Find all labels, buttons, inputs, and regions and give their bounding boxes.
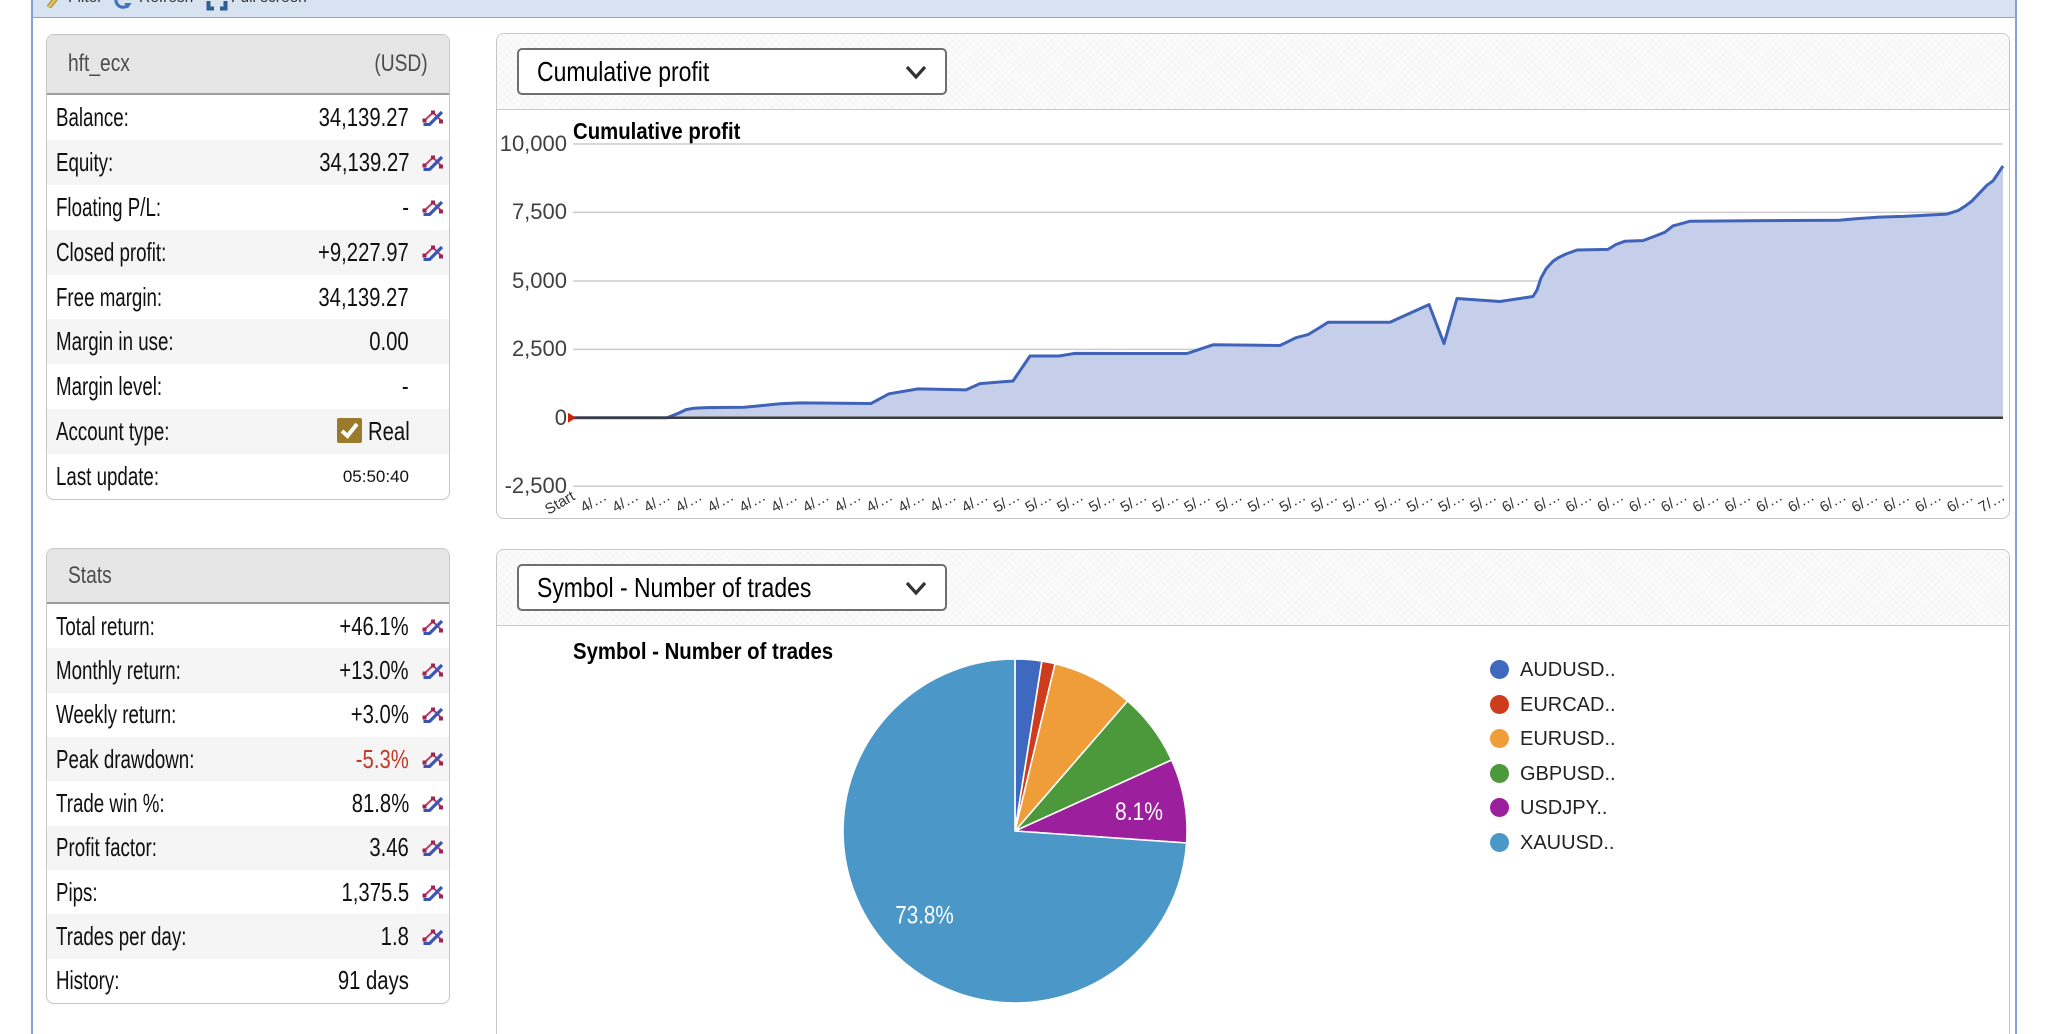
svg-text:4/…: 4/… [832,488,864,516]
svg-text:7/…: 7/… [1976,488,2008,516]
svg-text:8.1%: 8.1% [1115,798,1163,826]
svg-text:4/…: 4/… [800,488,832,516]
svg-text:4/…: 4/… [705,488,737,516]
svg-text:5/…: 5/… [1372,488,1404,516]
svg-text:73.8%: 73.8% [895,902,954,930]
svg-text:6/…: 6/… [1817,488,1849,516]
svg-text:6/…: 6/… [1944,488,1976,516]
svg-text:4/…: 4/… [577,488,609,516]
svg-text:6/…: 6/… [1690,488,1722,516]
svg-text:4/…: 4/… [927,488,959,516]
svg-text:5/…: 5/… [1467,488,1499,516]
svg-text:6/…: 6/… [1849,488,1881,516]
svg-text:5/…: 5/… [1086,488,1118,516]
svg-text:5/…: 5/… [1308,488,1340,516]
svg-text:4/…: 4/… [609,488,641,516]
svg-text:6/…: 6/… [1912,488,1944,516]
svg-text:5/…: 5/… [1022,488,1054,516]
svg-text:5/…: 5/… [1435,488,1467,516]
svg-text:5/…: 5/… [1118,488,1150,516]
svg-text:5/…: 5/… [1181,488,1213,516]
svg-text:6/…: 6/… [1531,488,1563,516]
svg-text:4/…: 4/… [673,488,705,516]
svg-text:5/…: 5/… [1149,488,1181,516]
svg-text:6/…: 6/… [1722,488,1754,516]
svg-text:6/…: 6/… [1880,488,1912,516]
svg-text:5/…: 5/… [991,488,1023,516]
svg-text:5/…: 5/… [1054,488,1086,516]
svg-text:4/…: 4/… [736,488,768,516]
svg-text:6/…: 6/… [1785,488,1817,516]
svg-text:5/…: 5/… [1245,488,1277,516]
svg-text:4/…: 4/… [959,488,991,516]
svg-text:5/…: 5/… [1213,488,1245,516]
svg-text:6/…: 6/… [1658,488,1690,516]
svg-text:6/…: 6/… [1499,488,1531,516]
svg-text:4/…: 4/… [895,488,927,516]
svg-text:4/…: 4/… [863,488,895,516]
svg-text:4/…: 4/… [641,488,673,516]
svg-text:5/…: 5/… [1404,488,1436,516]
svg-text:6/…: 6/… [1753,488,1785,516]
svg-text:6/…: 6/… [1563,488,1595,516]
svg-text:6/…: 6/… [1626,488,1658,516]
svg-text:Start: Start [542,487,579,518]
svg-text:5/…: 5/… [1340,488,1372,516]
svg-text:6/…: 6/… [1594,488,1626,516]
svg-text:4/…: 4/… [768,488,800,516]
svg-text:5/…: 5/… [1277,488,1309,516]
